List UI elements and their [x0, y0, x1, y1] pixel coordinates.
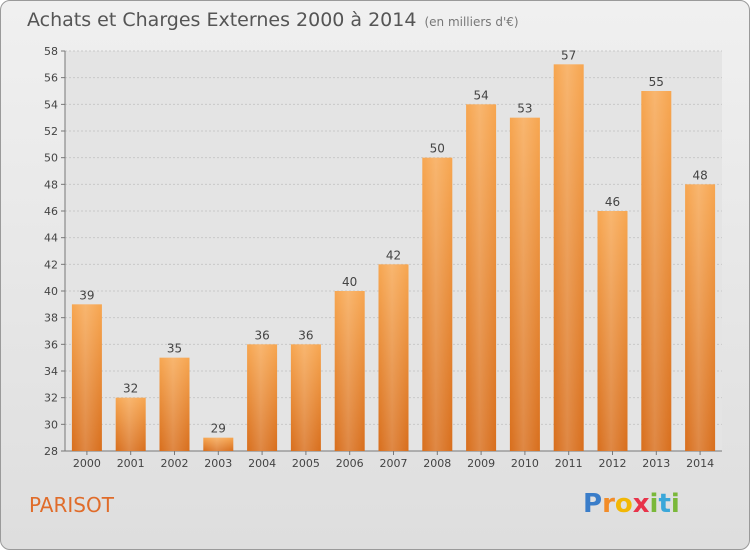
proxiti-logo[interactable]: Proxiti [583, 489, 680, 519]
bar-highlight [378, 264, 409, 451]
logo-letter: x [632, 489, 650, 519]
bar-value-label: 39 [79, 288, 94, 302]
bar-value-label: 54 [473, 88, 488, 102]
bar-value-label: 35 [167, 342, 182, 356]
bar-highlight [553, 64, 584, 452]
x-tick-label: 2007 [380, 457, 408, 470]
y-tick-label: 28 [44, 445, 58, 458]
y-tick-label: 56 [44, 72, 58, 85]
x-tick-label: 2013 [642, 457, 670, 470]
bar-highlight [115, 397, 146, 451]
bar-value-label: 40 [342, 275, 357, 289]
x-tick-label: 2012 [599, 457, 627, 470]
y-tick-label: 38 [44, 312, 58, 325]
x-tick-label: 2009 [467, 457, 495, 470]
bar-highlight [466, 104, 497, 451]
chart-title: Achats et Charges Externes 2000 à 2014 (e… [27, 9, 519, 31]
logo-letter: P [583, 489, 603, 519]
bar-highlight [509, 117, 540, 452]
bar-value-label: 55 [649, 75, 664, 89]
y-tick-label: 32 [44, 392, 58, 405]
x-tick-label: 2003 [204, 457, 232, 470]
bar-highlight [422, 157, 453, 451]
logo-letter: r [602, 489, 615, 519]
bar-value-label: 50 [430, 142, 445, 156]
logo-letter: t [658, 489, 671, 519]
bar-value-label: 48 [692, 168, 707, 182]
bar-layer [71, 64, 716, 452]
bar-highlight [641, 91, 672, 451]
chart-title-text: Achats et Charges Externes 2000 à 2014 [27, 9, 417, 31]
bar-highlight [334, 291, 365, 451]
bar-value-label: 46 [605, 195, 620, 209]
x-tick-label: 2014 [686, 457, 714, 470]
x-tick-label: 2005 [292, 457, 320, 470]
y-tick-label: 46 [44, 205, 58, 218]
bar-value-label: 42 [386, 248, 401, 262]
bar-value-label: 53 [517, 102, 532, 116]
commune-name: PARISOT [29, 493, 114, 517]
bar-value-label: 36 [254, 328, 269, 342]
y-tick-label: 54 [44, 98, 58, 111]
x-tick-label: 2004 [248, 457, 276, 470]
y-tick-label: 30 [44, 418, 58, 431]
bar-highlight [290, 344, 321, 451]
y-tick-label: 40 [44, 285, 58, 298]
logo-letter: i [649, 489, 659, 519]
logo-letter: i [670, 489, 680, 519]
bar-value-label: 57 [561, 48, 576, 62]
y-tick-label: 36 [44, 338, 58, 351]
y-tick-label: 52 [44, 125, 58, 138]
x-tick-label: 2001 [117, 457, 145, 470]
y-tick-label: 42 [44, 258, 58, 271]
bar-highlight [247, 344, 278, 451]
bar-value-label: 32 [123, 382, 138, 396]
bar-value-label: 29 [211, 422, 226, 436]
y-tick-label: 58 [44, 45, 58, 58]
label-layer: 39 2000 32 2001 35 2002 29 2003 36 2004 36 2005 40 20… [73, 48, 714, 470]
x-tick-label: 2000 [73, 457, 101, 470]
bar-highlight [597, 211, 628, 451]
y-tick-label: 44 [44, 232, 58, 245]
x-tick-label: 2010 [511, 457, 539, 470]
x-tick-label: 2011 [555, 457, 583, 470]
bar-highlight [685, 184, 716, 452]
bar-highlight [203, 437, 234, 451]
bar-value-label: 36 [298, 328, 313, 342]
bar-highlight [71, 304, 102, 451]
logo-letter: o [614, 489, 633, 519]
bar-highlight [159, 357, 190, 451]
x-tick-label: 2002 [161, 457, 189, 470]
chart-unit: (en milliers d'€) [424, 15, 519, 29]
x-tick-label: 2006 [336, 457, 364, 470]
y-tick-label: 34 [44, 365, 58, 378]
y-tick-label: 50 [44, 152, 58, 165]
x-tick-label: 2008 [423, 457, 451, 470]
y-tick-label: 48 [44, 178, 58, 191]
